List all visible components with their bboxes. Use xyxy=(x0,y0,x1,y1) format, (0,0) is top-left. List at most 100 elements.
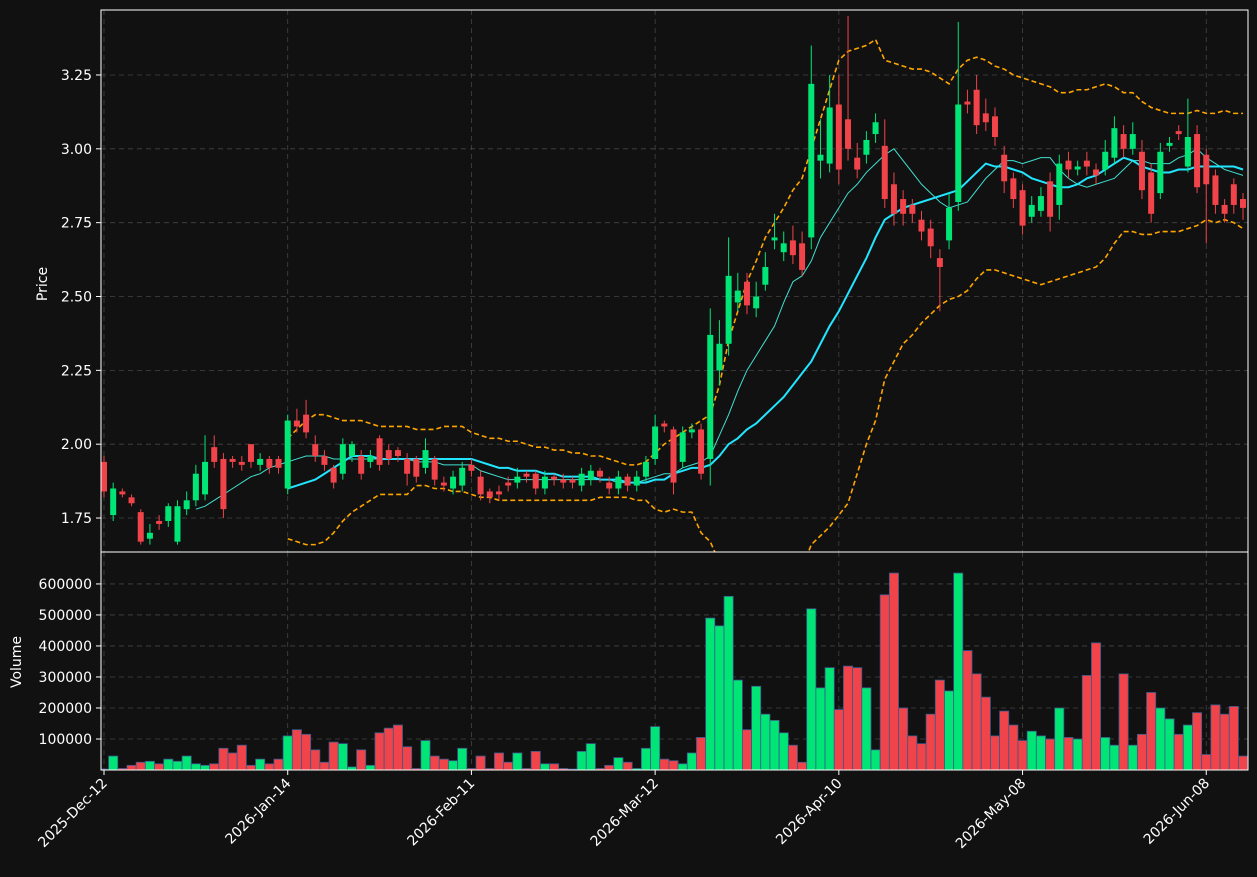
candle-body xyxy=(1074,166,1081,170)
candle-body xyxy=(376,438,383,465)
candle-body xyxy=(440,482,447,486)
candle-body xyxy=(1221,204,1228,214)
volume-bar xyxy=(457,747,468,770)
volume-bar xyxy=(659,758,670,770)
volume-bar xyxy=(980,696,991,770)
volume-bar xyxy=(1146,692,1157,770)
candle-body xyxy=(551,476,558,480)
candle-body xyxy=(1056,163,1063,205)
volume-bar xyxy=(723,595,734,770)
candle-body xyxy=(367,456,374,462)
volume-axis-label: Volume xyxy=(9,636,25,688)
candle-body xyxy=(477,476,484,495)
candle-body xyxy=(606,482,613,489)
volume-bar xyxy=(190,763,201,770)
volume-bar xyxy=(585,743,596,770)
candle-body xyxy=(505,482,512,486)
candle-body xyxy=(780,243,787,253)
candle-body xyxy=(321,456,328,465)
volume-bar xyxy=(677,763,688,770)
volume-bar xyxy=(1136,733,1147,770)
volume-bar xyxy=(1164,718,1175,770)
volume-bar xyxy=(1063,737,1074,770)
candle-body xyxy=(1175,131,1182,135)
candle-body xyxy=(275,458,282,468)
volume-bar xyxy=(1228,706,1239,770)
volume-bar xyxy=(291,729,302,770)
candle-body xyxy=(468,464,475,471)
candle-body xyxy=(146,532,153,539)
candle-body xyxy=(624,476,631,486)
y-tick-label: 3.25 xyxy=(61,68,92,84)
volume-bar xyxy=(934,679,945,770)
volume-bar xyxy=(1219,713,1230,770)
volume-bar xyxy=(503,761,514,770)
y-tick-label: 2.50 xyxy=(61,290,92,306)
candle-body xyxy=(1102,151,1109,170)
candle-body xyxy=(1157,151,1164,194)
volume-bar xyxy=(383,727,394,770)
candle-body xyxy=(247,444,254,462)
candle-body xyxy=(422,450,429,468)
volume-bar xyxy=(475,755,486,770)
candle-body xyxy=(293,420,300,427)
candle-body xyxy=(991,116,998,138)
candle-body xyxy=(1093,169,1100,176)
candle-body xyxy=(1001,154,1008,182)
candle-body xyxy=(220,458,227,510)
volume-bar xyxy=(999,710,1010,770)
volume-bar xyxy=(1118,673,1129,770)
volume-bar xyxy=(539,763,550,770)
volume-bar xyxy=(365,764,376,770)
candle-body xyxy=(1120,134,1127,149)
volume-bar xyxy=(420,740,431,770)
candle-body xyxy=(110,488,117,516)
volume-bar xyxy=(328,741,339,770)
volume-bar xyxy=(1091,642,1102,770)
volume-bar xyxy=(824,667,835,770)
y2-tick-label: 200000 xyxy=(39,701,92,717)
volume-bar xyxy=(255,758,266,770)
volume-bar xyxy=(1127,744,1138,770)
volume-bar xyxy=(696,737,707,770)
candle-body xyxy=(799,243,806,270)
candle-body xyxy=(128,497,135,504)
candle-body xyxy=(183,500,190,510)
candle-body xyxy=(532,473,539,489)
y-tick-label: 2.00 xyxy=(61,437,92,453)
volume-bar xyxy=(879,594,890,770)
volume-bar xyxy=(787,744,798,770)
candle-body xyxy=(394,450,401,457)
candle-body xyxy=(1138,151,1145,191)
candle-body xyxy=(266,458,273,468)
volume-bar xyxy=(438,758,449,770)
candle-body xyxy=(835,104,842,170)
volume-bar xyxy=(1238,755,1248,770)
candle-body xyxy=(1166,142,1173,146)
candle-body xyxy=(1037,196,1044,211)
candle-body xyxy=(119,491,126,495)
candle-body xyxy=(523,473,530,477)
volume-bar xyxy=(218,747,229,770)
candle-body xyxy=(1148,172,1155,214)
volume-bar xyxy=(135,761,146,770)
volume-bar xyxy=(907,735,918,770)
overlay-line xyxy=(287,156,1244,490)
volume-bar xyxy=(1045,738,1056,770)
candle-body xyxy=(257,458,264,465)
volume-bar xyxy=(172,760,183,770)
y-tick-label: 2.25 xyxy=(61,363,92,379)
candle-body xyxy=(413,458,420,477)
volume-bar xyxy=(797,761,808,770)
volume-bar xyxy=(1173,733,1184,770)
candle-body xyxy=(1019,190,1026,226)
volume-frame xyxy=(100,551,1249,771)
volume-bar xyxy=(227,752,238,770)
volume-bar xyxy=(1210,704,1221,770)
candle-body xyxy=(918,219,925,232)
volume-bar xyxy=(1081,675,1092,770)
volume-bar xyxy=(1109,744,1120,770)
candle-body xyxy=(1194,134,1201,188)
y2-tick-label: 600000 xyxy=(39,577,92,593)
y-tick-label: 3.00 xyxy=(61,142,92,158)
